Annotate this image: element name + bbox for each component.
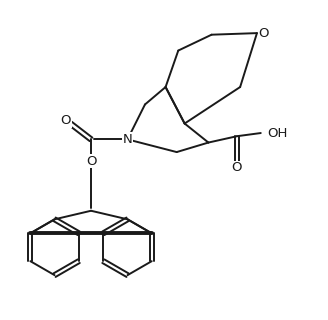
Text: O: O <box>60 115 71 127</box>
Text: O: O <box>86 155 96 168</box>
Text: O: O <box>232 161 242 174</box>
Text: OH: OH <box>268 126 288 140</box>
Text: N: N <box>123 133 133 146</box>
Text: O: O <box>259 27 269 40</box>
